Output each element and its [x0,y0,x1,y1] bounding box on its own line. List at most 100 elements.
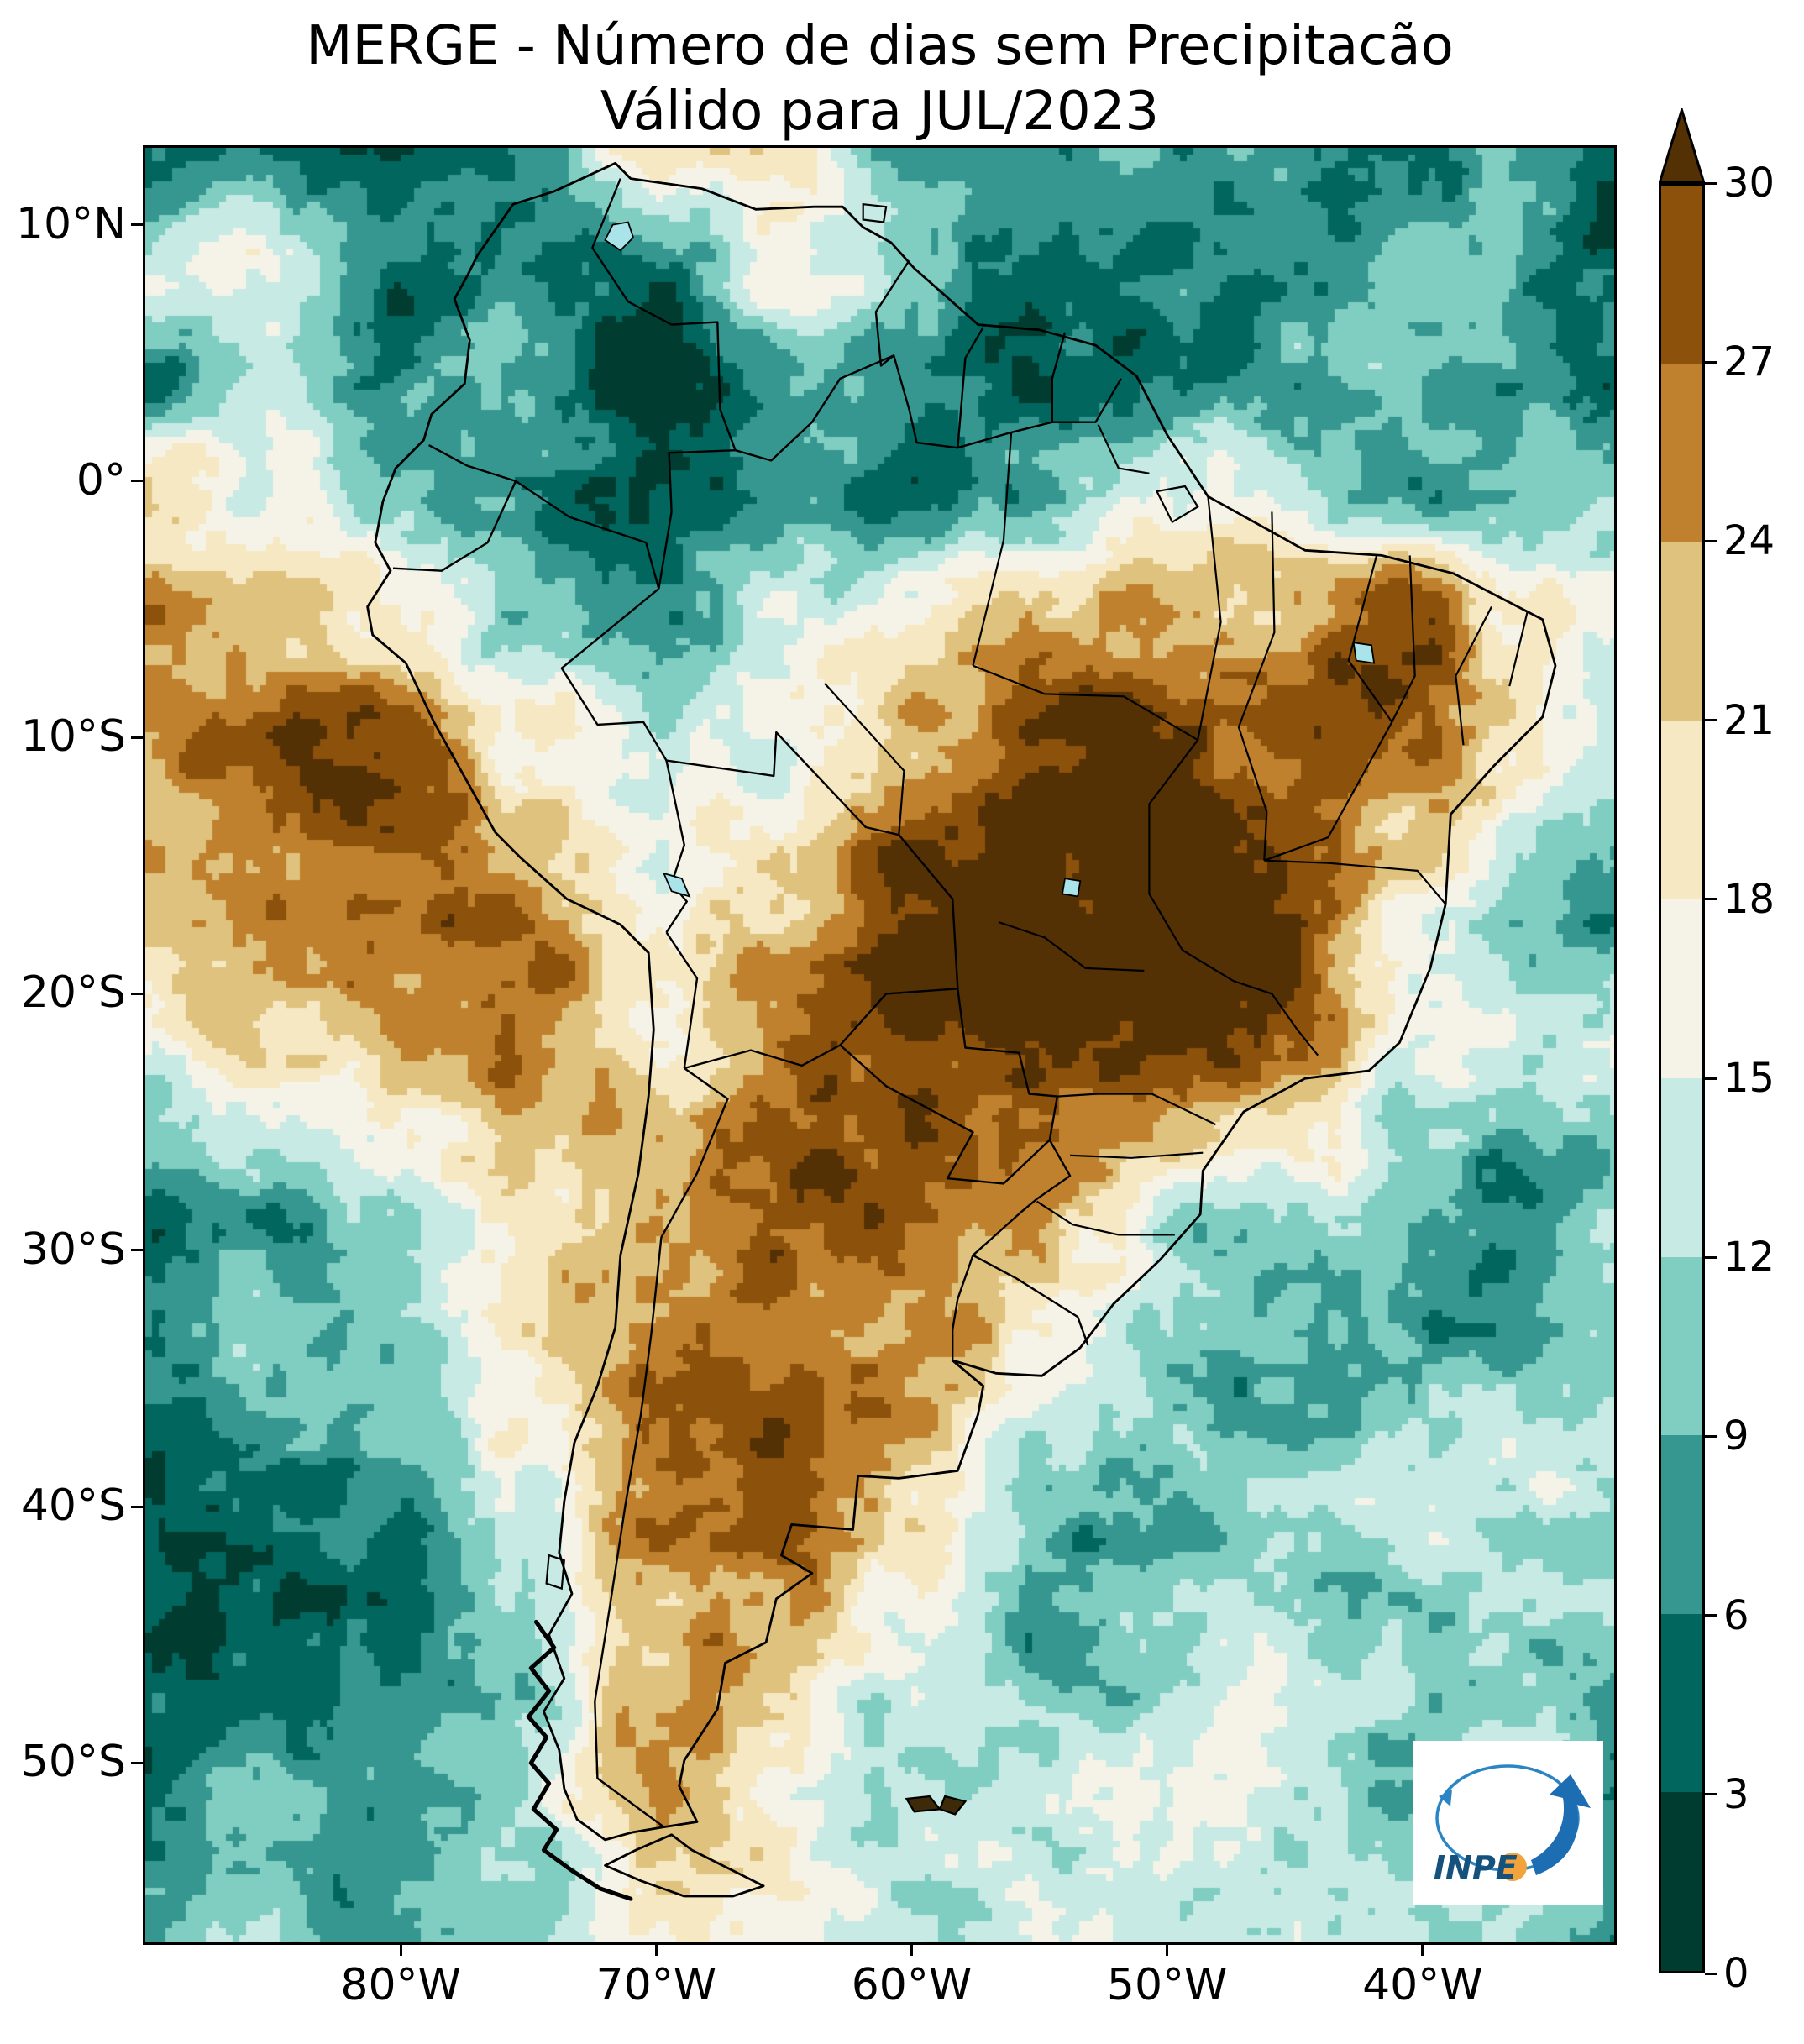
y-axis-tick-mark [131,223,144,227]
x-tick-label: 60°W [851,1960,973,2010]
y-axis-tick-mark [131,1249,144,1252]
colorbar-tick-mark [1705,1255,1717,1259]
state-border [1233,980,1319,1056]
colorbar-tick-label: 6 [1723,1591,1749,1639]
x-axis-tick-mark [399,1943,402,1956]
country-border [392,480,517,572]
state-border [1148,496,1235,983]
colorbar-tick-label: 12 [1723,1234,1775,1281]
y-tick-label: 30°S [20,1224,126,1275]
y-axis-tick-mark [131,1505,144,1508]
colorbar-segment-6-9 [1661,1435,1702,1614]
colorbar-tick-mark [1705,1434,1717,1438]
country-border [658,449,736,590]
colorbar-body [1659,183,1705,1973]
colorbar-segment-24-27 [1661,364,1702,543]
state-border [973,664,1198,742]
state-border [1237,511,1276,861]
country-border [972,1139,1072,1256]
country-border [666,731,959,989]
x-tick-label: 70°W [595,1960,717,2010]
coastline [366,161,1557,1842]
lake [604,221,635,252]
inpe-logo-text: INPE [1434,1849,1518,1886]
island-outline [905,1795,942,1813]
inpe-logo-orange-ball-icon [1498,1853,1527,1881]
colorbar-segment-21-24 [1661,542,1702,721]
country-border [839,1044,1051,1185]
y-tick-label: 50°S [20,1737,126,1788]
y-tick-label: 40°S [20,1480,126,1531]
y-axis-tick-mark [131,480,144,483]
colorbar-over-arrow [1659,108,1705,183]
x-tick-label: 80°W [340,1960,461,2010]
country-border [957,327,984,448]
state-border [1070,1151,1204,1159]
state-border [1097,424,1150,474]
y-tick-label: 10°S [20,710,126,762]
colorbar-tick-mark [1705,181,1717,185]
x-tick-label: 40°W [1362,1960,1483,2010]
country-border [952,1255,974,1360]
country-border [428,444,660,590]
island-outline [862,202,888,223]
state-border [1057,1093,1216,1126]
tierra-del-fuego-outline [604,1833,765,1898]
colorbar-tick-mark [1705,1614,1717,1617]
colorbar-segment-18-21 [1661,721,1702,900]
country-border [665,931,699,1069]
colorbar-tick-label: 30 [1723,160,1775,207]
colorbar-tick-label: 15 [1723,1055,1775,1102]
precipitation-heatmap-canvas [145,148,1614,1942]
colorbar-tick-label: 21 [1723,696,1775,744]
x-tick-label: 50°W [1106,1960,1228,2010]
island-outline [545,1554,565,1591]
colorbar-tick-label: 18 [1723,875,1775,923]
inpe-logo-orbit-arrowhead-icon [1439,1790,1452,1806]
country-border [1051,332,1067,422]
country-border [665,760,688,933]
colorbar-tick-label: 9 [1723,1412,1749,1460]
title-line-1: MERGE - Número de dias sem Precipitacão [306,15,1454,77]
y-tick-label: 20°S [20,967,126,1019]
country-border [874,259,910,367]
island-outline [1155,485,1199,524]
x-axis-tick-mark [1421,1943,1424,1956]
state-border [1264,859,1447,905]
map-borders-overlay [366,161,1557,1901]
y-axis-tick-mark [131,736,144,739]
state-border [1036,1200,1175,1236]
country-border [684,1044,841,1070]
map-panel [145,148,1614,1942]
colorbar-segment-0-3 [1661,1792,1702,1971]
state-border [998,920,1145,972]
country-border [594,1067,729,1828]
state-border [1508,611,1529,687]
country-border [591,178,737,451]
colorbar-segment-15-18 [1661,899,1702,1079]
colorbar-segment-27-30 [1661,186,1702,364]
state-border [1263,555,1393,862]
colorbar-tick-mark [1705,1793,1717,1796]
lake [1061,878,1082,898]
inpe-logo-big-arrow-icon [1531,1774,1591,1875]
colorbar-segment-3-6 [1661,1613,1702,1793]
colorbar-tick-label: 0 [1723,1950,1749,1997]
country-border [735,354,1122,462]
colorbar-tick-label: 24 [1723,517,1775,565]
state-border [1455,605,1492,746]
state-border [824,683,905,836]
colorbar-tick-label: 3 [1723,1770,1749,1818]
y-tick-label: 0° [76,454,126,506]
country-border [972,1254,1089,1346]
state-border [1391,555,1416,723]
country-border [839,988,958,1046]
y-axis-tick-mark [131,1761,144,1764]
colorbar-tick-mark [1705,1972,1717,1975]
lake [1352,642,1376,664]
y-tick-label: 10°N [15,198,126,249]
title-line-2: Válido para JUL/2023 [600,81,1160,144]
x-axis-tick-mark [910,1943,914,1956]
colorbar-tick-mark [1705,360,1717,364]
